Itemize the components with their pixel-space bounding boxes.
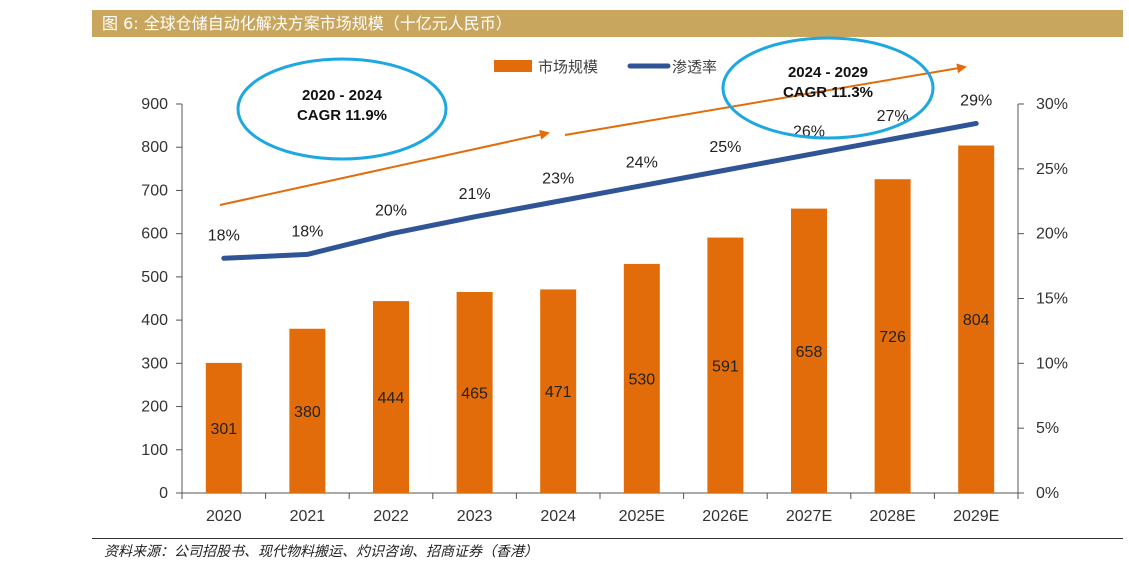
y-left-tick-label: 900 (141, 96, 168, 113)
x-tick-label: 2022 (373, 508, 409, 525)
legend: 市场规模 渗透率 (494, 58, 717, 76)
bar-value-label: 471 (545, 384, 572, 401)
bar-value-label: 465 (461, 386, 488, 403)
cagr-label-1-range: 2020 - 2024 (302, 87, 383, 104)
x-tick-label: 2028E (869, 508, 915, 525)
legend-bar-swatch (494, 60, 532, 72)
figure-title: 图 6: 全球仓储自动化解决方案市场规模（十亿元人民币） (92, 10, 1123, 37)
x-tick-label: 2023 (457, 508, 493, 525)
x-tick-label: 2027E (786, 508, 832, 525)
source-divider (92, 538, 1123, 539)
bar (623, 263, 660, 493)
bar (373, 301, 409, 493)
cagr-annotations: 2020 - 2024 CAGR 11.9% 2024 - 2029 CAGR 11.… (219, 36, 967, 206)
bar-value-label: 380 (294, 404, 321, 421)
y-right-tick-label: 25% (1036, 161, 1068, 178)
line-value-label: 21% (459, 186, 491, 203)
x-tick-label: 2021 (290, 508, 326, 525)
cagr-ellipse-2 (721, 36, 935, 140)
x-tick-label: 2029E (953, 508, 999, 525)
y-left-tick-label: 400 (141, 312, 168, 329)
y-left-tick-label: 200 (141, 399, 168, 416)
y-right-tick-label: 30% (1036, 96, 1068, 113)
y-left-tick-label: 300 (141, 355, 168, 372)
bar (205, 362, 242, 493)
figure-source: 资料来源：公司招股书、现代物料搬运、灼识咨询、招商证券（香港） (104, 544, 538, 560)
bar (289, 328, 326, 493)
line-value-label: 29% (960, 92, 992, 109)
penetration-line (221, 120, 979, 261)
y-right-tick-label: 20% (1036, 226, 1068, 243)
y-left-tick-label: 0 (159, 485, 168, 502)
bar-value-label: 530 (628, 371, 655, 388)
bar-value-label: 301 (210, 421, 237, 438)
y-right-tick-label: 0% (1036, 485, 1059, 502)
bar (874, 179, 911, 493)
bar-series (205, 145, 995, 493)
cagr-label-2-value: CAGR 11.3% (783, 84, 873, 101)
y-right-tick-label: 10% (1036, 355, 1068, 372)
cagr-ellipse-1 (236, 57, 448, 161)
bar (456, 292, 493, 493)
y-right-tick-label: 5% (1036, 420, 1059, 437)
bar (958, 145, 995, 493)
line-value-label: 18% (208, 227, 240, 244)
bar (707, 237, 744, 493)
chart-axes: 0 100 200 300 400 500 600 700 800 900 0% 5% 10% 15% 20… (141, 96, 1068, 525)
cagr-label-1-value: CAGR 11.9% (297, 107, 387, 124)
x-tick-label: 2025E (619, 508, 665, 525)
line-value-label: 25% (709, 139, 741, 156)
y-left-tick-label: 100 (141, 442, 168, 459)
line-value-label: 20% (375, 203, 407, 220)
trend-arrow-1 (219, 129, 550, 206)
bar-value-label: 804 (963, 312, 990, 329)
y-left-tick-label: 800 (141, 139, 168, 156)
line-value-label: 23% (542, 170, 574, 187)
cagr-label-2-range: 2024 - 2029 (788, 64, 868, 81)
y-left-tick-label: 700 (141, 182, 168, 199)
bar-value-label: 444 (378, 390, 405, 407)
y-left-tick-label: 500 (141, 269, 168, 286)
x-tick-label: 2026E (702, 508, 748, 525)
bar-value-label: 591 (712, 358, 739, 375)
legend-bar-label: 市场规模 (538, 58, 598, 76)
line-value-label: 27% (877, 108, 909, 125)
data-labels: 301 380 444 465 471 530 591 658 726 804 18% 18% 20% 2… (208, 92, 992, 438)
x-tick-label: 2024 (540, 508, 576, 525)
trend-arrow-2 (564, 63, 967, 136)
y-left-tick-label: 600 (141, 226, 168, 243)
bar-value-label: 726 (879, 329, 906, 346)
line-value-label: 18% (291, 223, 323, 240)
y-right-tick-label: 15% (1036, 291, 1068, 308)
legend-line-label: 渗透率 (672, 58, 717, 76)
bar (540, 289, 577, 493)
bar (791, 208, 827, 493)
x-tick-label: 2020 (206, 508, 242, 525)
bar-value-label: 658 (796, 344, 823, 361)
line-series (221, 120, 979, 261)
line-value-label: 24% (626, 155, 658, 172)
